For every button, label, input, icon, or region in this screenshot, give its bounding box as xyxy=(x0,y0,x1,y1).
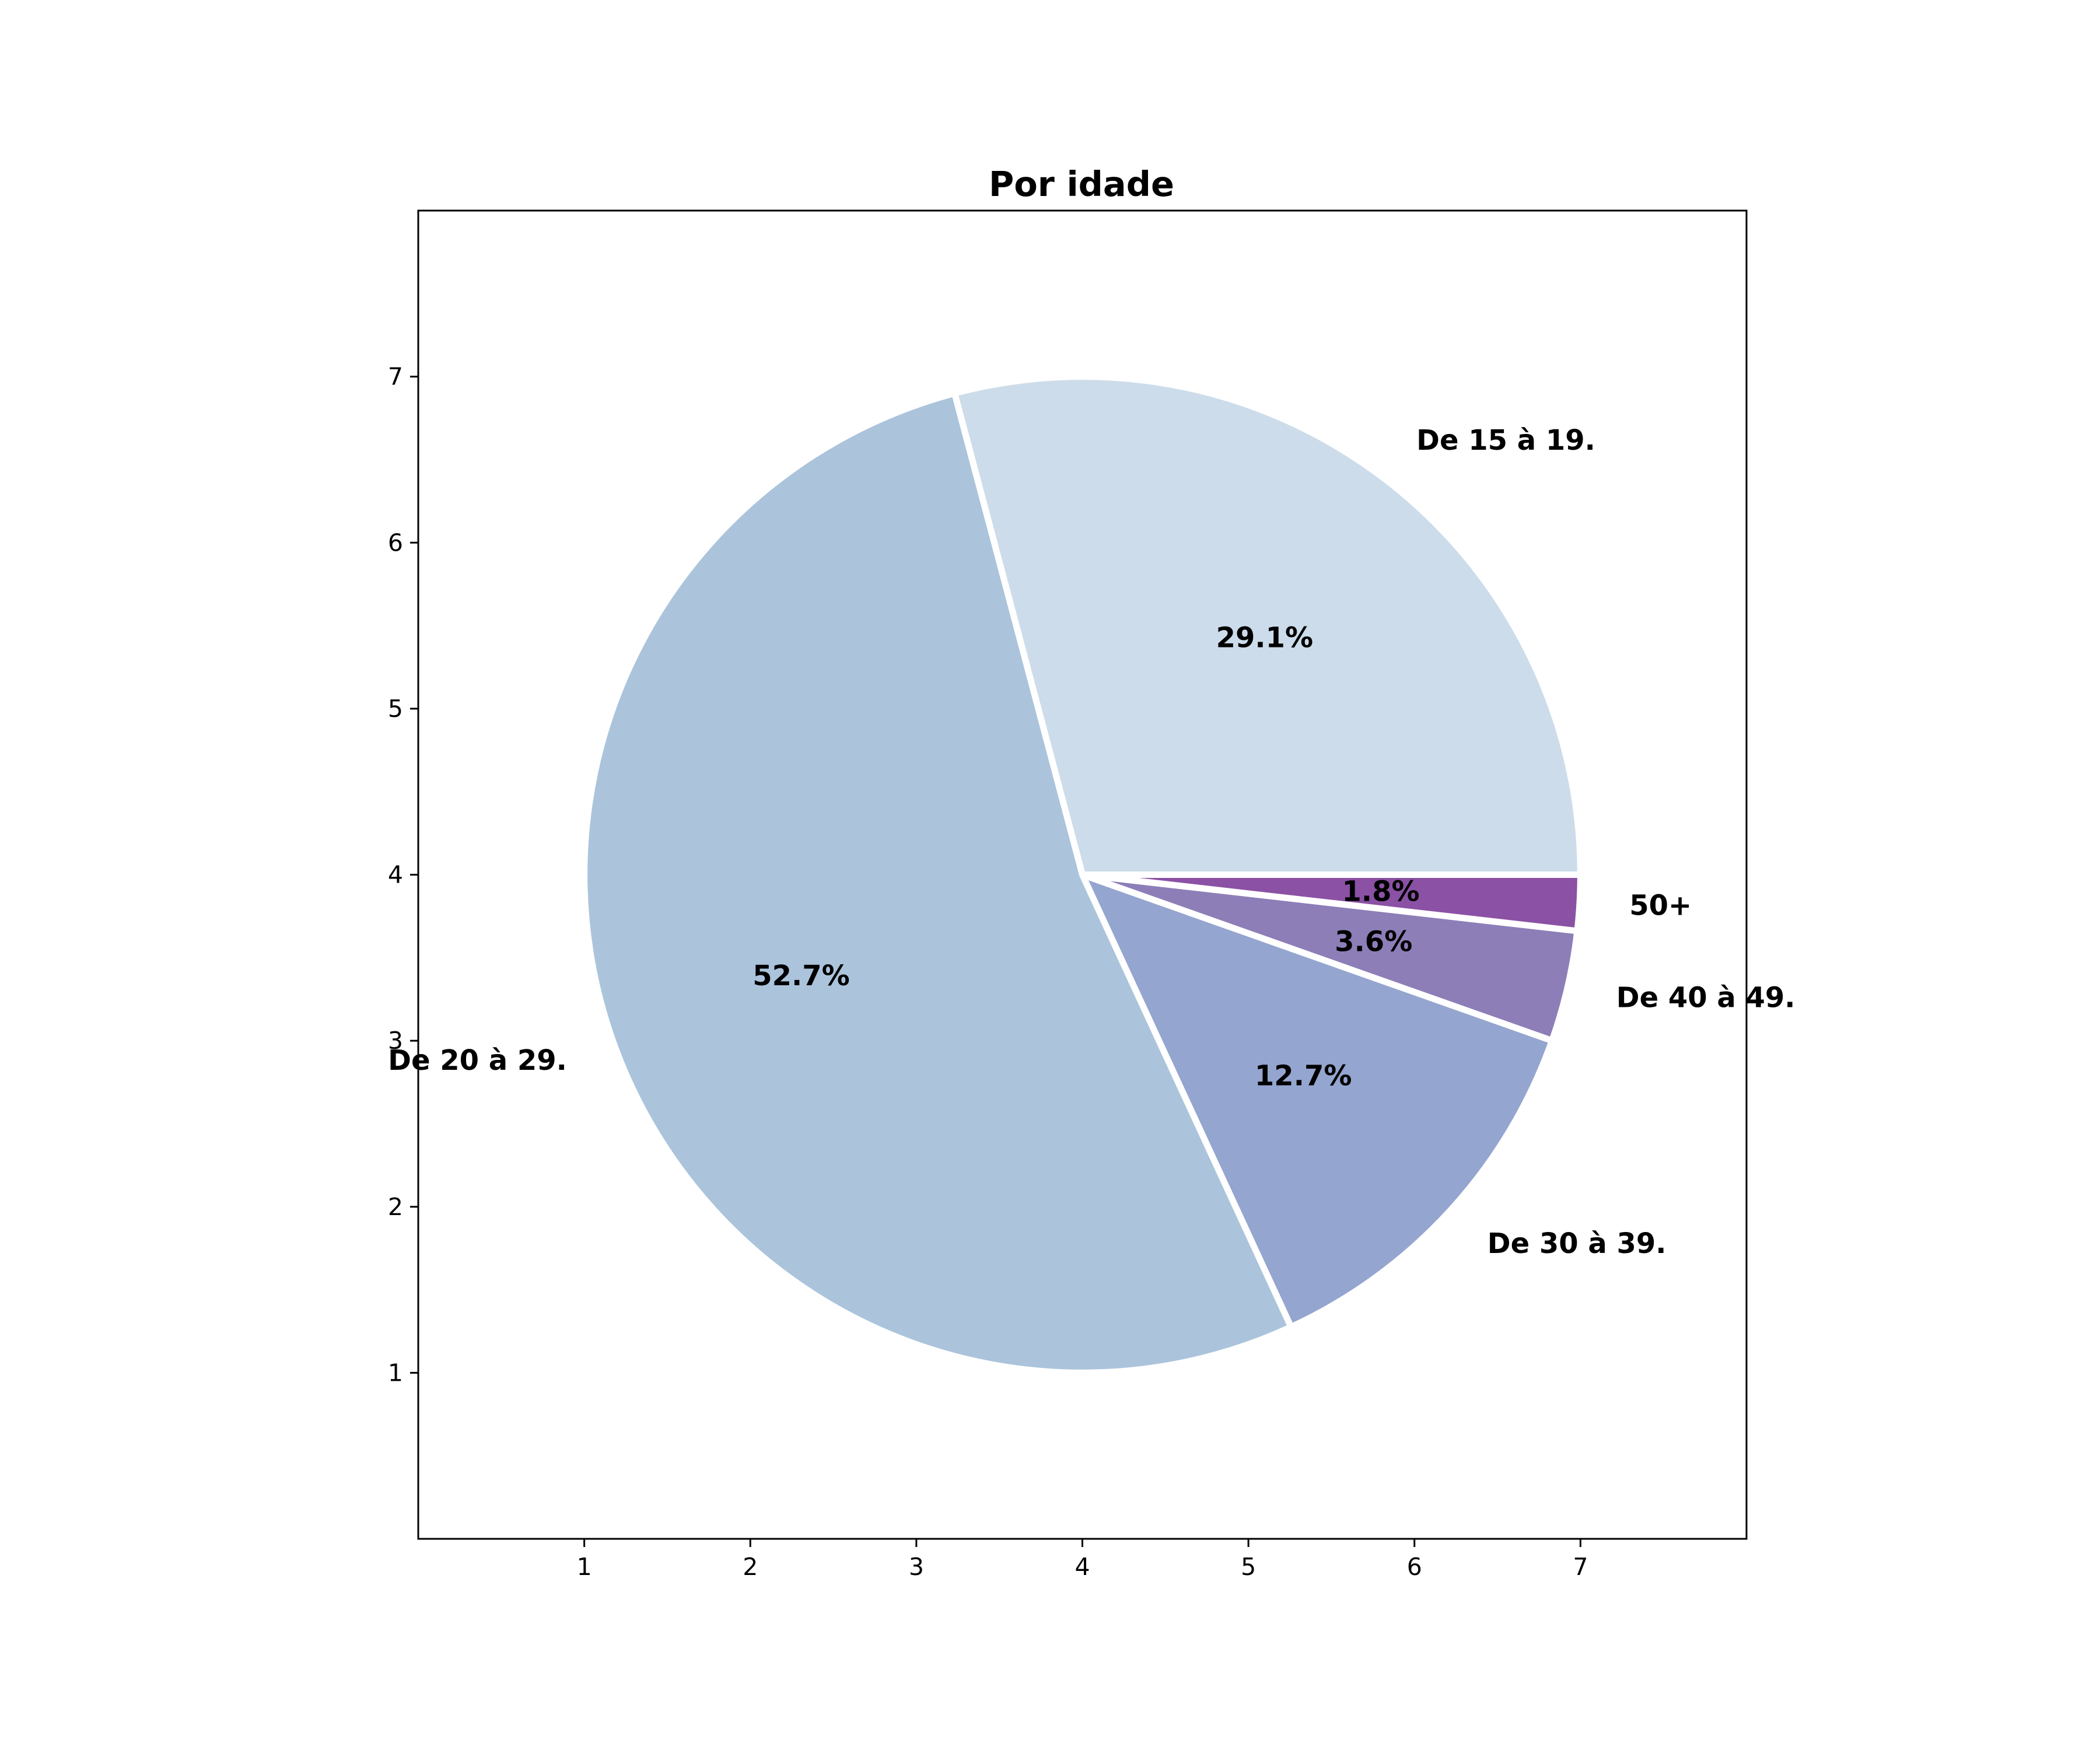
pie-slice-2 xyxy=(581,390,1294,1376)
y-tick-label: 3 xyxy=(388,1027,403,1055)
y-tick-label: 2 xyxy=(388,1193,403,1221)
category-label-5: 50+ xyxy=(1629,890,1692,922)
plot-frame xyxy=(417,209,1748,1540)
x-tick-label: 7 xyxy=(1573,1553,1588,1581)
x-tick-label: 1 xyxy=(577,1553,592,1581)
category-label-2: De 20 à 29. xyxy=(388,1044,567,1077)
y-tick-label: 6 xyxy=(388,528,403,556)
category-label-3: De 30 à 39. xyxy=(1488,1227,1667,1260)
x-axis: 1 2 3 4 5 6 7 xyxy=(577,1539,1588,1581)
category-label-4: De 40 à 49. xyxy=(1616,981,1796,1014)
category-label-1: De 15 à 19. xyxy=(1416,424,1595,457)
y-tick-label: 4 xyxy=(388,861,403,889)
x-tick-label: 6 xyxy=(1407,1553,1422,1581)
y-axis: 1 2 3 4 5 6 7 xyxy=(388,363,418,1387)
pie-slice-1 xyxy=(951,373,1584,878)
y-tick-label: 7 xyxy=(388,363,403,391)
x-tick-label: 2 xyxy=(743,1553,758,1581)
y-tick-label: 1 xyxy=(388,1359,403,1387)
x-tick-label: 3 xyxy=(909,1553,924,1581)
chart-title: Por idade xyxy=(989,164,1174,204)
pie-slices xyxy=(581,373,1584,1376)
x-tick-label: 4 xyxy=(1074,1553,1090,1581)
percent-label-4: 3.6% xyxy=(1335,926,1412,958)
percent-label-3: 12.7% xyxy=(1255,1060,1352,1093)
percent-label-2: 52.7% xyxy=(752,960,850,992)
x-tick-label: 5 xyxy=(1241,1553,1256,1581)
percent-label-1: 29.1% xyxy=(1216,621,1314,654)
pie-slice-5 xyxy=(1079,872,1584,935)
pie-slice-3 xyxy=(1079,872,1556,1331)
y-tick-label: 5 xyxy=(388,695,403,723)
percent-label-5: 1.8% xyxy=(1342,875,1419,908)
